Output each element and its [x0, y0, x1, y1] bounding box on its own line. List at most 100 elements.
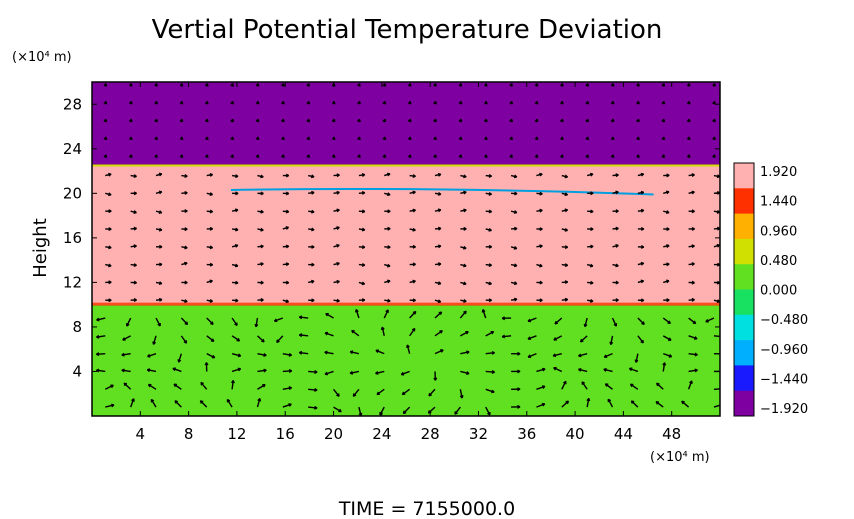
wind-vector: [686, 118, 691, 123]
wind-vector: [511, 191, 518, 196]
wind-vector: [257, 191, 264, 196]
wind-vector: [103, 100, 108, 105]
colorbar-segment: [734, 365, 754, 392]
wind-vector: [179, 83, 184, 87]
wind-vector: [485, 330, 495, 337]
wind-vector: [483, 118, 488, 123]
wind-vector: [663, 279, 670, 284]
wind-vector: [612, 190, 619, 195]
wind-vector: [382, 83, 387, 87]
x-tick-label: 4: [136, 425, 146, 443]
colorbar-label: −0.480: [760, 313, 808, 328]
wind-vector: [230, 154, 235, 158]
wind-vector: [554, 317, 563, 325]
wind-vector: [561, 174, 569, 179]
wind-vector: [510, 263, 518, 268]
wind-vector: [510, 210, 518, 214]
x-tick-label: 24: [372, 425, 391, 443]
wind-vector: [333, 190, 340, 195]
wind-vector: [128, 83, 133, 87]
wind-vector: [380, 326, 385, 336]
wind-vector: [407, 154, 412, 158]
wind-vector: [180, 335, 188, 344]
wind-vector: [407, 83, 412, 87]
wind-vector: [712, 100, 717, 105]
wind-vector: [483, 83, 488, 87]
wind-vector: [357, 118, 361, 123]
wind-vector: [407, 100, 412, 105]
wind-vector: [686, 83, 691, 87]
wind-vector: [204, 154, 209, 158]
wind-vector: [603, 368, 613, 373]
wind-vector: [561, 280, 569, 285]
wind-vector: [357, 154, 361, 158]
wind-vector: [179, 154, 184, 158]
wind-vector: [256, 398, 262, 408]
wind-vector: [634, 353, 639, 363]
wind-vector: [434, 311, 443, 319]
wind-vector: [154, 83, 159, 87]
wind-vector: [458, 118, 463, 123]
wind-vector: [460, 370, 470, 375]
colorbar-segment: [734, 264, 754, 290]
x-tick-label: 16: [276, 425, 295, 443]
wind-vector: [433, 100, 438, 105]
wind-vector: [688, 244, 695, 249]
wind-vector: [688, 280, 695, 285]
wind-vector: [536, 298, 543, 303]
wind-vector: [610, 154, 615, 158]
wind-vector: [612, 173, 619, 178]
colorbar-label: 1.440: [760, 195, 797, 210]
colorbar-segment: [734, 238, 754, 265]
wind-vector: [331, 136, 336, 141]
wind-vector: [559, 118, 564, 123]
wind-vector: [257, 352, 267, 357]
wind-vector: [587, 244, 594, 249]
wind-vector: [206, 172, 214, 177]
interface-upper: [92, 164, 720, 167]
wind-vector: [637, 208, 645, 213]
wind-vector: [612, 226, 619, 231]
wind-vector: [154, 136, 159, 141]
wind-vector: [155, 172, 163, 177]
wind-vector: [147, 352, 157, 358]
wind-vector: [105, 280, 112, 285]
wind-vector: [607, 398, 614, 408]
wind-vector: [358, 173, 366, 177]
wind-vector: [333, 226, 340, 230]
wind-vector: [105, 192, 112, 197]
wind-vector: [204, 362, 209, 372]
wind-vector: [434, 226, 442, 231]
wind-vector: [308, 387, 318, 392]
wind-vector: [231, 243, 239, 248]
wind-vector: [105, 298, 112, 303]
wind-vector: [282, 262, 290, 267]
wind-vector: [298, 350, 309, 355]
wind-vector: [103, 118, 108, 123]
x-tick-label: 44: [614, 425, 633, 443]
wind-vector: [712, 154, 717, 158]
wind-vector: [400, 370, 410, 376]
wind-vector: [612, 209, 619, 214]
wind-vector: [655, 401, 664, 408]
wind-vector: [460, 350, 470, 355]
wind-vector: [460, 174, 467, 179]
wind-vector: [409, 190, 416, 195]
wind-vector: [308, 405, 318, 410]
wind-vector: [375, 349, 385, 355]
wind-vector: [434, 262, 442, 267]
wind-vector: [357, 83, 361, 87]
wind-vector: [587, 280, 594, 285]
wind-vector: [130, 298, 137, 302]
wind-vector: [155, 281, 163, 286]
wind-vector: [154, 118, 159, 123]
wind-vector: [428, 388, 436, 397]
wind-vector: [181, 227, 188, 232]
wind-vector: [501, 316, 512, 321]
wind-vector: [152, 335, 157, 345]
wind-vector: [712, 83, 717, 87]
wind-vector: [255, 83, 260, 87]
wind-vector: [536, 280, 543, 285]
wind-vector: [231, 335, 241, 342]
colorbar-label: −0.960: [760, 343, 808, 358]
